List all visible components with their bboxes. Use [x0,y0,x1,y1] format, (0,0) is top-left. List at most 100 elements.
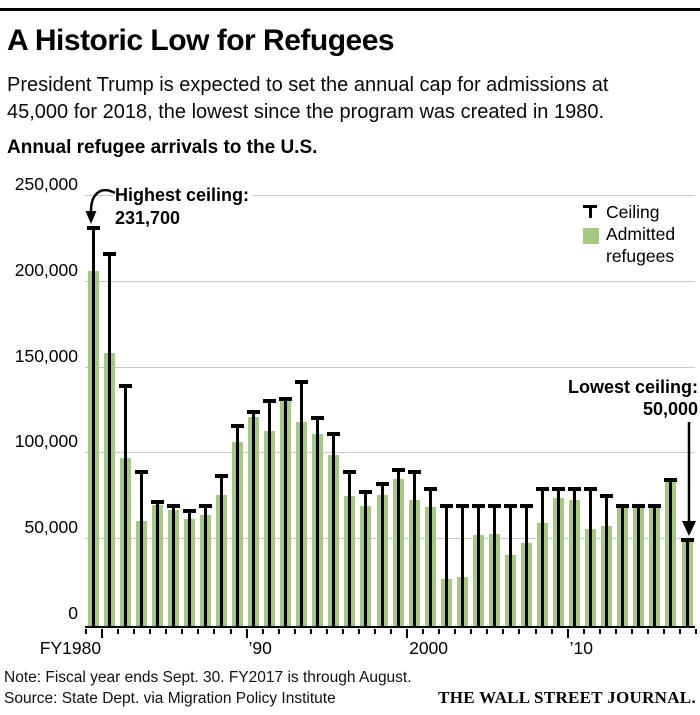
chart-title: Annual refugee arrivals to the U.S. [7,137,318,158]
x-tick [550,629,553,634]
ceiling-marker-icon [583,204,597,219]
ceiling-cap-2016 [664,478,678,482]
x-tick [438,629,441,634]
x-tick-label: FY1980 [39,638,102,658]
ceiling-cap-1983 [134,470,148,474]
ceiling-stem-1982 [123,386,127,626]
annotation-highest-ceiling: Highest ceiling: 231,700 [113,184,254,231]
ceiling-cap-1988 [214,474,228,478]
ceiling-stem-1994 [316,418,320,626]
x-tick [678,629,681,634]
ceiling-cap-1989 [231,424,244,428]
ceiling-stem-1990 [252,412,256,626]
ceiling-stem-1981 [107,254,111,626]
legend: Ceiling Admitted refugees [583,201,700,267]
x-tick [470,629,473,634]
ceiling-stem-1999 [396,470,400,626]
ceiling-stem-1993 [300,382,304,626]
x-tick [566,629,569,638]
annotation-lowest-value: 50,000 [642,399,698,419]
x-tick-label: 2000 [409,638,449,658]
ceiling-cap-2015 [648,504,662,508]
x-tick [261,629,264,634]
x-tick [695,629,697,634]
x-tick-label: ’10 [569,638,593,658]
ceiling-cap-1992 [279,397,293,401]
admitted-swatch-icon [583,228,599,244]
gridline [85,538,695,539]
x-tick [149,629,152,634]
ceiling-stem-2007 [524,506,528,626]
x-tick [390,629,392,634]
ceiling-stem-2011 [589,489,593,626]
x-tick [357,629,360,634]
y-tick-label: 150,000 [14,346,78,366]
legend-item-admitted: Admitted refugees [583,223,700,267]
x-tick [502,629,505,634]
ceiling-cap-2001 [423,487,437,491]
ceiling-cap-1996 [343,470,357,474]
ceiling-cap-1990 [247,410,261,414]
x-tick [293,629,296,634]
x-tick [454,629,457,634]
ceiling-cap-2004 [471,504,485,508]
ceiling-cap-1986 [182,509,196,513]
ceiling-cap-2013 [616,504,630,508]
ceiling-cap-2014 [632,504,646,508]
ceiling-stem-1987 [203,506,207,626]
x-tick [518,629,521,634]
ceiling-cap-2005 [487,504,501,508]
ceiling-cap-2009 [552,487,566,491]
legend-ceiling-label: Ceiling [606,202,660,222]
x-axis-line [85,626,695,628]
top-rule [0,8,700,11]
ceiling-cap-2003 [455,504,469,508]
ceiling-stem-1995 [332,434,336,626]
x-tick [341,629,344,634]
x-tick [197,629,200,634]
ceiling-stem-2002 [444,506,448,626]
ceiling-stem-2017 [685,540,689,626]
ceiling-cap-1991 [263,399,277,403]
x-tick [406,629,409,638]
legend-item-ceiling: Ceiling [583,201,700,223]
x-tick [486,629,489,634]
x-tick [534,629,537,634]
ceiling-cap-1982 [118,384,132,388]
ceiling-stem-1984 [155,502,159,626]
ceiling-stem-2009 [557,489,561,626]
lowest-ceiling-arrow-icon [682,422,696,536]
page-title: A Historic Low for Refugees [7,24,395,57]
ceiling-stem-2016 [669,480,673,626]
subtitle-line-1: President Trump is expected to set the a… [7,74,609,96]
x-tick [662,629,665,634]
x-tick [582,629,585,634]
ceiling-stem-1980 [91,228,95,626]
ceiling-stem-2013 [621,506,625,626]
plot-area [85,195,695,628]
legend-admitted-label: Admitted refugees [606,224,676,266]
x-tick [213,629,216,634]
source-line: Source: State Dept. via Migration Policy… [4,690,336,707]
ceiling-stem-2005 [492,506,496,626]
footnote: Note: Fiscal year ends Sept. 30. FY2017 … [4,669,412,686]
x-tick [373,629,376,634]
x-tick [646,629,649,634]
x-tick [630,629,633,634]
ceiling-stem-2008 [541,489,544,626]
gridline [85,281,695,282]
annotation-highest-label: Highest ceiling: [115,185,250,205]
ceiling-cap-1980 [86,226,100,230]
ceiling-cap-2012 [600,494,614,498]
ceiling-cap-1999 [391,468,405,472]
x-tick [229,629,232,634]
x-tick [101,629,104,638]
x-tick [181,629,184,634]
x-tick [309,629,312,634]
x-tick [133,629,136,634]
ceiling-cap-1998 [375,482,389,486]
y-tick-label: 250,000 [14,174,78,194]
ceiling-stem-1989 [236,426,239,626]
y-tick-label: 50,000 [24,517,78,537]
